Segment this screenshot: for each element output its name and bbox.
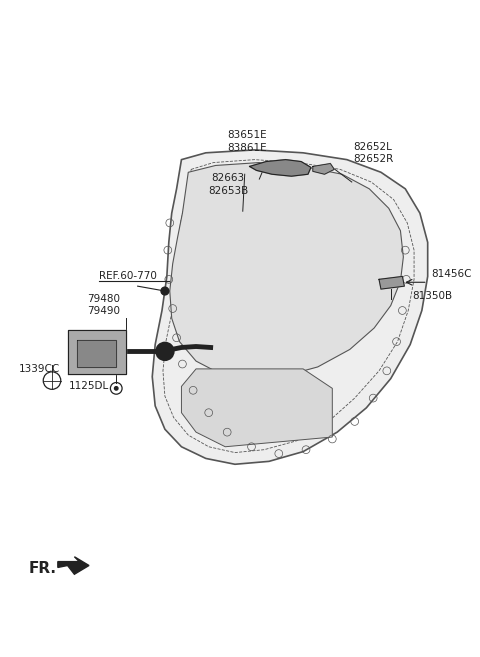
Text: 1125DL: 1125DL — [69, 380, 109, 390]
Text: 82663
82653B: 82663 82653B — [208, 173, 248, 196]
PathPatch shape — [170, 162, 403, 378]
Text: 81456C: 81456C — [432, 269, 472, 279]
Text: 81350B: 81350B — [412, 291, 452, 301]
Polygon shape — [313, 164, 334, 174]
Circle shape — [155, 342, 175, 361]
PathPatch shape — [152, 150, 428, 464]
PathPatch shape — [181, 369, 332, 447]
Text: 79480
79490: 79480 79490 — [87, 294, 120, 316]
Polygon shape — [68, 330, 126, 374]
Circle shape — [161, 287, 169, 295]
Text: 1339CC: 1339CC — [19, 364, 60, 374]
Text: 82652L
82652R: 82652L 82652R — [354, 142, 394, 164]
Polygon shape — [379, 277, 404, 289]
Text: REF.60-770: REF.60-770 — [99, 271, 156, 281]
Text: FR.: FR. — [29, 561, 57, 576]
Circle shape — [114, 386, 119, 391]
Polygon shape — [77, 340, 116, 367]
Polygon shape — [58, 556, 89, 574]
Text: 83651E
83861E: 83651E 83861E — [227, 131, 266, 153]
Polygon shape — [250, 160, 311, 176]
